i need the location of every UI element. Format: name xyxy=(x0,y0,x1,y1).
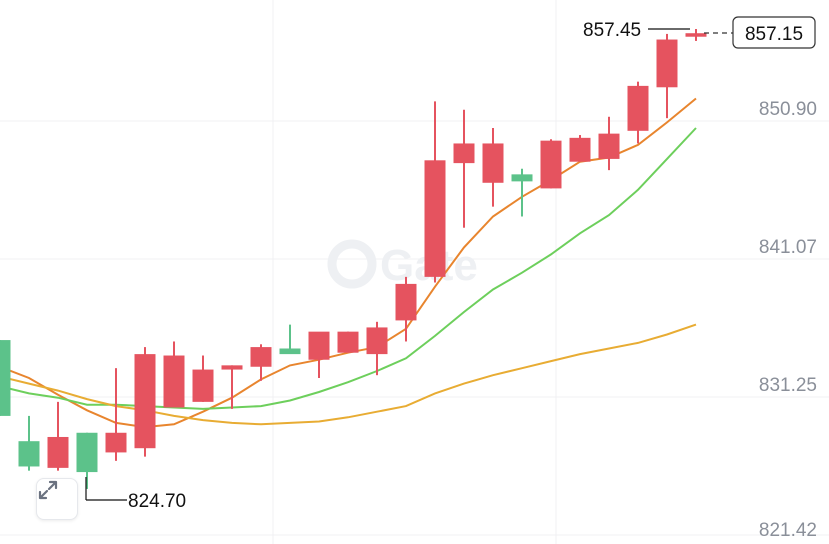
candle-6 xyxy=(163,341,185,408)
high-label: 857.45 xyxy=(583,20,641,41)
candle-body-22 xyxy=(627,85,649,131)
candle-19 xyxy=(540,139,562,189)
candle-7 xyxy=(192,355,214,402)
candle-22 xyxy=(627,81,649,144)
candle-17 xyxy=(482,128,504,207)
candle-body-1 xyxy=(18,441,40,467)
candle-body-15 xyxy=(424,160,446,277)
candle-body-7 xyxy=(192,369,214,402)
annotations: 857.45 824.70 857.15 xyxy=(85,16,816,512)
candle-2 xyxy=(47,401,69,471)
y-tick-label-0: 850.90 xyxy=(759,99,817,120)
candle-12 xyxy=(337,331,359,353)
y-tick-label-3: 821.42 xyxy=(759,520,817,541)
candles xyxy=(0,29,707,489)
y-axis-ticks: 850.90 841.07 831.25 821.42 xyxy=(759,99,817,541)
candle-body-6 xyxy=(163,355,185,408)
candle-body-8 xyxy=(221,365,243,370)
candle-15 xyxy=(424,101,446,283)
y-tick-label-2: 831.25 xyxy=(759,375,817,396)
candle-body-2 xyxy=(47,436,69,468)
expand-arrows-icon xyxy=(38,480,58,500)
candle-20 xyxy=(569,135,591,162)
candle-1 xyxy=(18,415,40,471)
candle-body-14 xyxy=(395,283,417,321)
y-tick-label-1: 841.07 xyxy=(759,237,817,258)
current-price-label: 857.15 xyxy=(745,24,803,45)
candle-body-4 xyxy=(105,432,127,453)
watermark-logo: Gate xyxy=(327,239,478,290)
candle-24 xyxy=(685,29,707,41)
low-label: 824.70 xyxy=(128,491,186,512)
candle-0 xyxy=(0,340,11,416)
candle-9 xyxy=(250,344,272,381)
candle-16 xyxy=(453,109,475,228)
gate-logo-icon xyxy=(327,239,377,289)
candle-8 xyxy=(221,365,243,409)
candle-body-24 xyxy=(685,33,707,37)
candle-body-16 xyxy=(453,143,475,164)
candle-body-21 xyxy=(598,133,620,159)
candle-body-20 xyxy=(569,137,591,162)
candle-10 xyxy=(279,324,301,355)
current-price-box xyxy=(732,16,816,49)
candle-21 xyxy=(598,116,620,171)
candle-13 xyxy=(366,321,388,376)
candle-body-23 xyxy=(656,39,678,88)
candle-18 xyxy=(511,168,533,217)
candle-body-19 xyxy=(540,140,562,189)
candle-11 xyxy=(308,331,330,378)
candle-body-0 xyxy=(0,340,11,416)
candle-body-18 xyxy=(511,174,533,182)
candle-3 xyxy=(76,432,98,489)
ma-line-0 xyxy=(0,97,697,429)
candle-14 xyxy=(395,276,417,342)
candle-body-10 xyxy=(279,348,301,355)
candle-body-17 xyxy=(482,143,504,183)
candle-5 xyxy=(134,347,156,457)
expand-button[interactable] xyxy=(36,478,78,520)
candle-body-9 xyxy=(250,347,272,367)
candle-23 xyxy=(656,33,678,119)
moving-average-lines xyxy=(0,97,697,429)
candle-body-13 xyxy=(366,327,388,355)
candle-4 xyxy=(105,368,127,461)
candle-body-12 xyxy=(337,331,359,353)
candle-body-5 xyxy=(134,354,156,449)
candle-body-11 xyxy=(308,331,330,360)
ma-line-1 xyxy=(0,127,697,410)
candle-body-3 xyxy=(76,432,98,473)
